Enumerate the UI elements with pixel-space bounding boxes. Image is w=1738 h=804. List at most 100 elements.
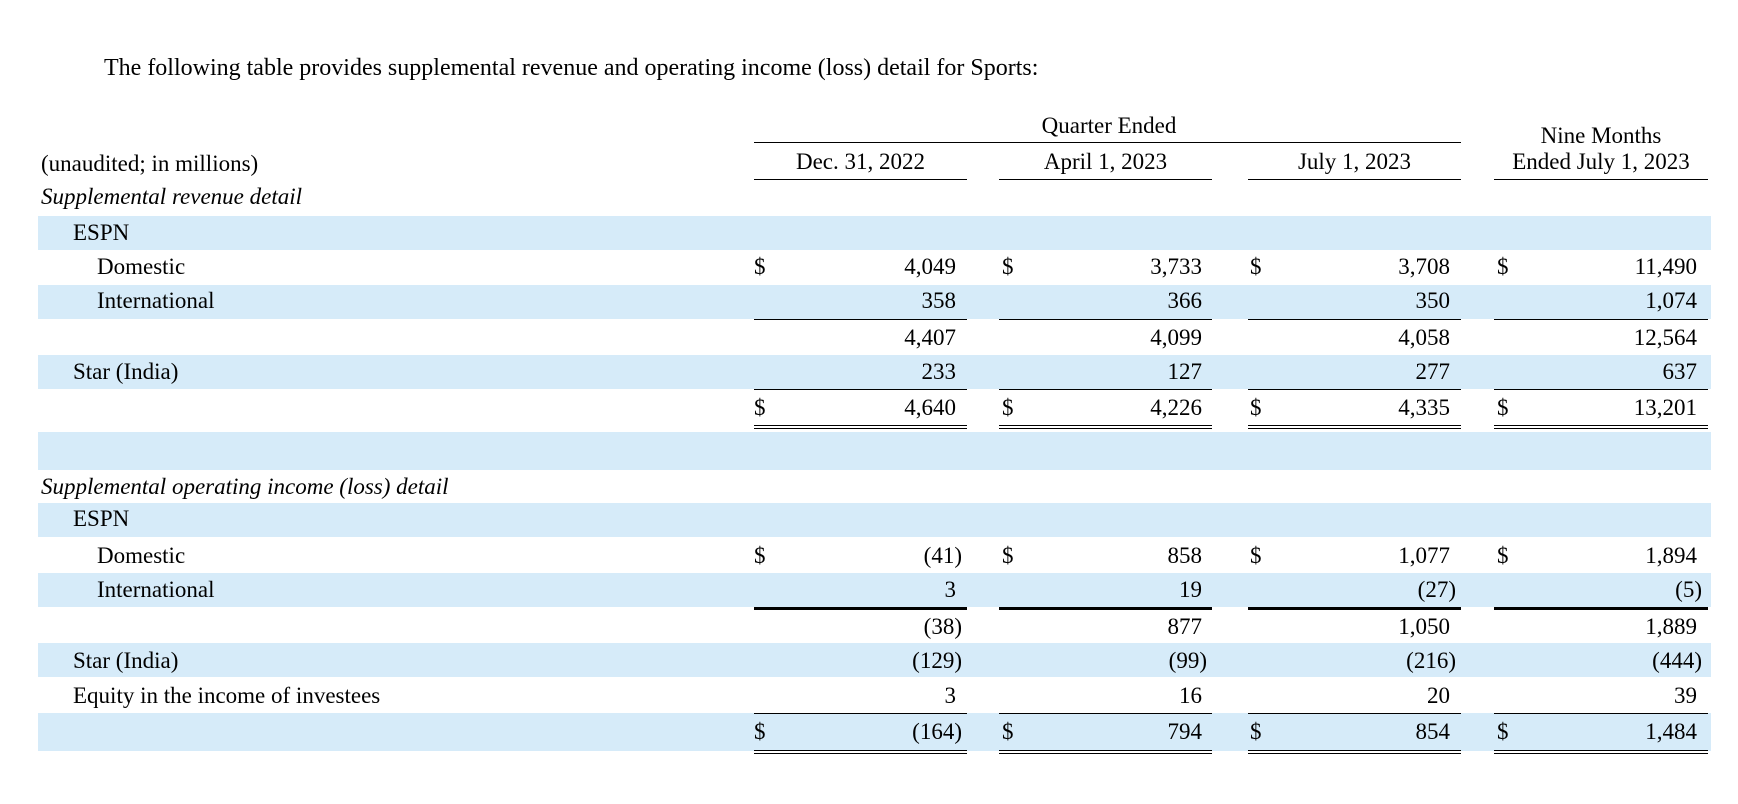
- subtotal-rule: [1248, 607, 1461, 610]
- header-underline: [999, 179, 1212, 180]
- revenue-domestic-col4: 11,490: [1634, 254, 1697, 279]
- oi-star-label: Star (India): [73, 648, 179, 673]
- oi-domestic-col2: 858: [1167, 543, 1203, 568]
- oi-star-col1: (129): [912, 648, 962, 673]
- double-rule: [754, 750, 967, 754]
- revenue-international-col1: 358: [921, 288, 957, 313]
- oi-domestic-label: Domestic: [97, 543, 186, 568]
- total-rule: [1494, 389, 1708, 390]
- revenue-star-col4: 637: [1662, 359, 1698, 384]
- revenue-international-col4: 1,074: [1645, 288, 1697, 313]
- subtotal-rule: [1494, 319, 1708, 320]
- revenue-espn-total-col1: 4,407: [904, 325, 956, 350]
- oi-equity-col2: 16: [1179, 683, 1202, 708]
- total-rule: [999, 713, 1212, 714]
- subtotal-rule: [1494, 607, 1708, 610]
- currency-symbol: $: [1497, 395, 1509, 420]
- revenue-domestic-col1: 4,049: [904, 254, 956, 279]
- oi-domestic-col1: (41): [923, 543, 962, 568]
- currency-symbol: $: [754, 395, 766, 420]
- revenue-total-col2: 4,226: [1150, 395, 1202, 420]
- intro-text: The following table provides supplementa…: [104, 55, 1039, 81]
- row-band: [38, 573, 1711, 607]
- revenue-star-col3: 277: [1415, 359, 1451, 384]
- subtotal-rule: [754, 319, 967, 320]
- row-band: [38, 432, 1711, 470]
- currency-symbol: $: [1250, 254, 1262, 279]
- header-col2: April 1, 2023: [1043, 149, 1168, 174]
- header-col4-line1: Nine Months: [1540, 123, 1662, 148]
- double-rule: [1494, 425, 1708, 429]
- total-rule: [1248, 389, 1461, 390]
- oi-section-title: Supplemental operating income (loss) det…: [41, 474, 449, 499]
- units-label: (unaudited; in millions): [41, 151, 259, 176]
- oi-star-col2: (99): [1168, 648, 1207, 673]
- currency-symbol: $: [1250, 719, 1262, 744]
- row-band: [38, 643, 1711, 677]
- revenue-star-col2: 127: [1167, 359, 1203, 384]
- oi-international-col3: (27): [1417, 577, 1456, 602]
- total-rule: [1248, 713, 1461, 714]
- total-rule: [754, 389, 967, 390]
- currency-symbol: $: [754, 254, 766, 279]
- header-underline: [1494, 179, 1708, 180]
- oi-total-col2: 794: [1167, 719, 1203, 744]
- double-rule: [1494, 750, 1708, 754]
- oi-equity-col1: 3: [944, 683, 957, 708]
- oi-espn-label: ESPN: [73, 506, 130, 531]
- oi-international-col2: 19: [1179, 577, 1202, 602]
- revenue-espn-total-col2: 4,099: [1150, 325, 1202, 350]
- header-underline: [1248, 179, 1461, 180]
- total-rule: [754, 713, 967, 714]
- revenue-domestic-label: Domestic: [97, 254, 186, 279]
- header-rule: [754, 142, 1461, 143]
- oi-international-col1: 3: [944, 577, 957, 602]
- oi-international-col4: (5): [1675, 577, 1702, 602]
- double-rule: [754, 425, 967, 429]
- oi-espn-total-col4: 1,889: [1645, 614, 1697, 639]
- subtotal-rule: [1248, 319, 1461, 320]
- revenue-espn-total-col4: 12,564: [1633, 325, 1697, 350]
- oi-espn-total-col2: 877: [1167, 614, 1203, 639]
- total-rule: [1494, 713, 1708, 714]
- currency-symbol: $: [1497, 254, 1509, 279]
- oi-total-col1: (164): [912, 719, 962, 744]
- header-col4-line2: Ended July 1, 2023: [1512, 149, 1690, 174]
- header-col3: July 1, 2023: [1297, 149, 1412, 174]
- oi-domestic-col4: 1,894: [1645, 543, 1697, 568]
- oi-international-label: International: [97, 577, 215, 602]
- revenue-total-col3: 4,335: [1398, 395, 1450, 420]
- currency-symbol: $: [1497, 719, 1509, 744]
- row-band: [38, 503, 1711, 537]
- currency-symbol: $: [1497, 543, 1509, 568]
- currency-symbol: $: [754, 543, 766, 568]
- oi-star-col3: (216): [1406, 648, 1456, 673]
- header-col1: Dec. 31, 2022: [795, 149, 926, 174]
- revenue-domestic-col2: 3,733: [1150, 254, 1202, 279]
- revenue-section-title: Supplemental revenue detail: [41, 184, 303, 209]
- revenue-total-col1: 4,640: [904, 395, 956, 420]
- subtotal-rule: [999, 607, 1212, 610]
- currency-symbol: $: [1002, 254, 1014, 279]
- oi-equity-col4: 39: [1674, 683, 1697, 708]
- oi-domestic-col3: 1,077: [1398, 543, 1450, 568]
- currency-symbol: $: [1002, 719, 1014, 744]
- double-rule: [1248, 750, 1461, 754]
- revenue-star-col1: 233: [921, 359, 957, 384]
- revenue-espn-label: ESPN: [73, 220, 130, 245]
- subtotal-rule: [999, 319, 1212, 320]
- oi-total-col3: 854: [1415, 719, 1451, 744]
- currency-symbol: $: [1002, 395, 1014, 420]
- double-rule: [1248, 425, 1461, 429]
- row-band: [38, 355, 1711, 389]
- row-band: [38, 713, 1711, 751]
- header-quarter-ended: Quarter Ended: [1041, 113, 1177, 138]
- total-rule: [999, 389, 1212, 390]
- oi-equity-label: Equity in the income of investees: [73, 683, 381, 708]
- row-band: [38, 285, 1711, 319]
- currency-symbol: $: [1250, 395, 1262, 420]
- row-band: [38, 216, 1711, 250]
- revenue-total-col4: 13,201: [1633, 395, 1697, 420]
- revenue-espn-total-col3: 4,058: [1398, 325, 1450, 350]
